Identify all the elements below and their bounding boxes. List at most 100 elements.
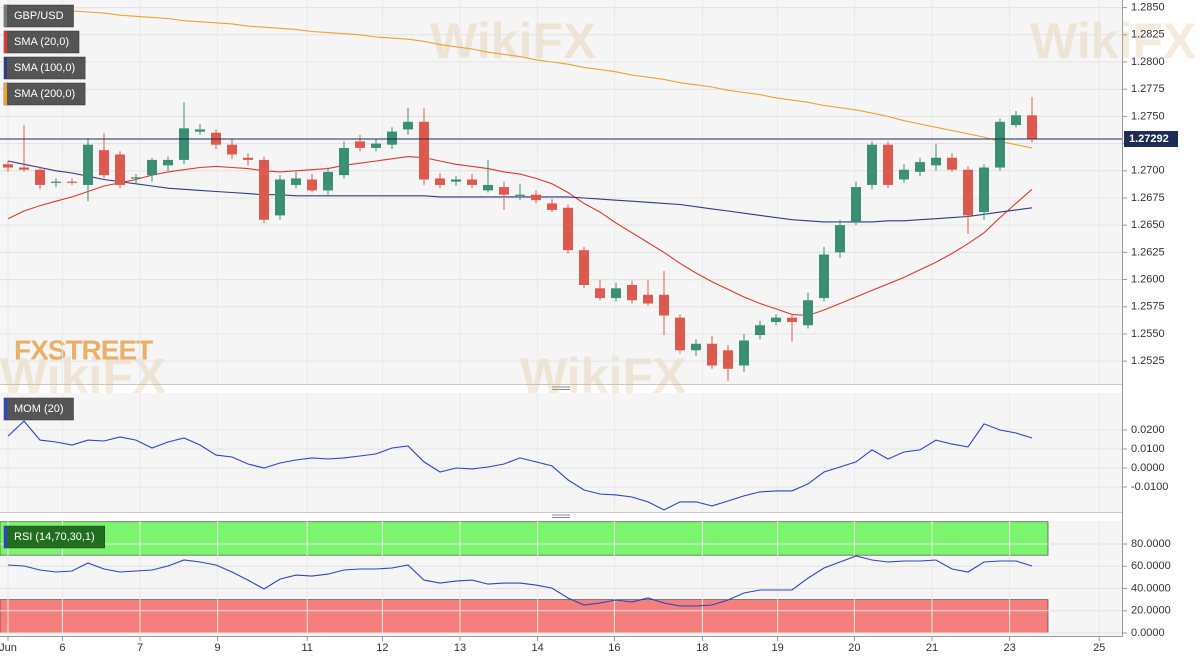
y-tick-label: 1.2625 — [1131, 246, 1165, 258]
candle-body — [915, 162, 925, 172]
watermark: WikiFX — [1030, 13, 1196, 69]
y-tick-label: 1.2575 — [1131, 301, 1165, 313]
price-panel — [0, 0, 1122, 384]
candle-body — [387, 131, 397, 145]
y-tick-label: 1.2550 — [1131, 328, 1165, 340]
x-tick-label: 16 — [608, 642, 620, 654]
candle-body — [179, 128, 189, 160]
candle-body — [307, 179, 317, 191]
candle-body — [883, 144, 893, 185]
candle-body — [659, 294, 669, 316]
candle-body — [467, 179, 477, 185]
y-tick-label: 1.2650 — [1131, 219, 1165, 231]
candle-body — [675, 317, 685, 351]
x-tick-label: 18 — [696, 642, 708, 654]
series-line — [7, 156, 1033, 317]
x-tick-label: 6 — [59, 642, 65, 654]
candle-body — [707, 343, 717, 366]
series-line — [7, 555, 1033, 607]
y-tick-label: 0.0100 — [1131, 443, 1165, 455]
last-price-tag — [1124, 131, 1178, 148]
legend-label: SMA (100,0) — [14, 62, 75, 74]
x-tick-label: 9 — [215, 642, 221, 654]
candle-body — [819, 254, 829, 299]
legend-swatch — [4, 57, 7, 79]
candle-body — [259, 159, 269, 220]
candle-body — [579, 250, 589, 286]
candle-body — [67, 181, 77, 183]
candle-body — [755, 325, 765, 336]
y-tick-label: 1.2850 — [1131, 2, 1165, 14]
candle-body — [83, 144, 93, 185]
candle-body — [3, 164, 13, 168]
x-tick-label: 14 — [531, 642, 543, 654]
x-tick-label: 25 — [1093, 642, 1105, 654]
candle-body — [899, 169, 909, 180]
resize-handle[interactable] — [552, 514, 570, 518]
legend-item: RSI (14,70,30,1) — [3, 525, 105, 549]
legend-item: SMA (200,0) — [3, 82, 86, 106]
panel-layer: WikiFX WikiFXWikiFXWikiFXFXSTREET1.28501.… — [0, 0, 1196, 404]
legend-item: MOM (20) — [3, 397, 74, 421]
momentum-panel — [0, 393, 1122, 512]
candle-body — [51, 181, 61, 183]
y-tick-label: 1.2775 — [1131, 83, 1165, 95]
candle-body — [851, 187, 861, 222]
y-tick-label: 0.0000 — [1131, 462, 1165, 474]
candle-body — [99, 150, 109, 176]
candle-body — [323, 171, 333, 191]
legend-item: SMA (20,0) — [3, 30, 80, 54]
candle-body — [595, 288, 605, 299]
y-tick-label: 60.0000 — [1131, 560, 1171, 572]
y-tick-label: 80.0000 — [1131, 538, 1171, 550]
resize-handle[interactable] — [552, 386, 570, 390]
candle-body — [787, 317, 797, 322]
candle-body — [931, 157, 941, 166]
y-tick-label: 0.0200 — [1131, 424, 1165, 436]
y-tick-label: 0.0000 — [1131, 627, 1165, 639]
x-tick-label: 20 — [848, 642, 860, 654]
y-tick-label: 1.2750 — [1131, 110, 1165, 122]
candle-body — [35, 169, 45, 185]
x-tick-label: Jun — [0, 642, 17, 654]
y-tick-label: 1.2825 — [1131, 29, 1165, 41]
y-tick-label: -0.0100 — [1131, 481, 1168, 493]
candle-body — [627, 285, 637, 301]
candle-body — [963, 169, 973, 216]
legend-label: SMA (200,0) — [14, 88, 75, 100]
candle-body — [291, 178, 301, 185]
candle-body — [643, 294, 653, 304]
candle-body — [483, 184, 493, 191]
x-tick-label: 19 — [771, 642, 783, 654]
legend-swatch — [4, 83, 7, 105]
candle-body — [979, 167, 989, 213]
candle-body — [115, 154, 125, 185]
y-tick-label: 1.2675 — [1131, 192, 1165, 204]
candle-body — [499, 187, 509, 195]
candle-body — [163, 159, 173, 166]
legend-swatch — [4, 526, 7, 548]
legend-label: SMA (20,0) — [14, 36, 69, 48]
x-tick-label: 12 — [376, 642, 388, 654]
legend-item: SMA (100,0) — [3, 56, 86, 80]
candle-body — [195, 129, 205, 132]
legend-label: GBP/USD — [14, 10, 64, 22]
x-tick-label: 7 — [137, 642, 143, 654]
candle-body — [19, 167, 29, 170]
watermark: WikiFX — [520, 348, 686, 404]
y-tick-label: 1.2800 — [1131, 56, 1165, 68]
legend-item: GBP/USD — [3, 4, 74, 28]
watermark: WikiFX — [0, 348, 166, 404]
legend-label: MOM (20) — [14, 403, 64, 415]
legend-swatch — [4, 5, 7, 27]
x-tick-label: 13 — [454, 642, 466, 654]
candle-body — [355, 141, 365, 148]
y-tick-label: 1.2525 — [1131, 355, 1165, 367]
x-tick-label: 21 — [926, 642, 938, 654]
candle-body — [131, 177, 141, 179]
candle-body — [1011, 115, 1021, 126]
candle-body — [947, 157, 957, 170]
candle-body — [995, 121, 1005, 168]
legend-label: RSI (14,70,30,1) — [14, 531, 95, 543]
y-tick-label: 20.0000 — [1131, 605, 1171, 617]
